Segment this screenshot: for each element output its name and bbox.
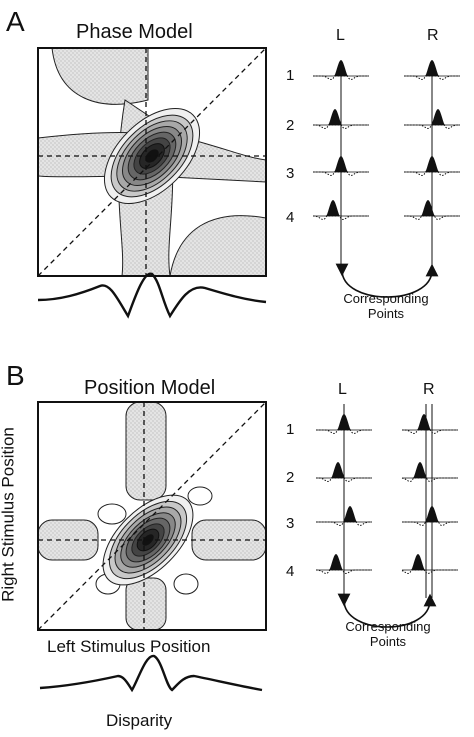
position-row-1-left-positive-lobe (316, 414, 372, 430)
panel-a-row-4: 4 (286, 209, 295, 226)
disparity-label: Disparity (106, 711, 173, 730)
panel-b-col-left: L (338, 381, 347, 398)
phase-row-4-right-positive-lobe (404, 200, 460, 216)
panel-a-row-2: 2 (286, 117, 295, 134)
position-row-2-right-negative-lobe (401, 477, 458, 483)
position-row-1-right-positive-lobe (402, 414, 458, 430)
panel-b-row-3: 3 (286, 515, 295, 532)
panel-a-title: Phase Model (76, 21, 193, 43)
y-axis-label: Right Stimulus Position (0, 427, 18, 602)
panel-a-caption-line1: Corresponding (343, 291, 429, 306)
panel-b-row-1: 1 (286, 421, 295, 438)
phase-row-3-left-positive-lobe (313, 156, 369, 172)
panel-a-row-3: 3 (286, 165, 295, 182)
phase-model-receptive-fields (313, 60, 460, 298)
vertical-band-top (125, 402, 167, 501)
x-axis-label: Left Stimulus Position (47, 637, 211, 656)
panel-b-row-4: 4 (286, 563, 295, 580)
position-model-receptive-fields (316, 404, 458, 628)
position-model-energy-map (37, 401, 267, 631)
position-row-1-right-negative-lobe (402, 429, 458, 435)
position-row-3-right-positive-lobe (402, 506, 458, 522)
white-hole-4 (173, 573, 199, 595)
panel-b-caption-line1: Corresponding (345, 619, 431, 634)
position-row-2-right-positive-lobe (402, 462, 458, 478)
phase-model-profile (37, 272, 267, 319)
panel-b-col-right: R (423, 381, 435, 398)
vertical-band-bottom (125, 577, 167, 630)
panel-a-col-right: R (427, 27, 439, 44)
panel-a-col-left: L (336, 27, 345, 44)
phase-model-energy-map (37, 47, 267, 277)
panel-b-row-2: 2 (286, 469, 295, 486)
upper-left-lobe (51, 48, 149, 105)
panel-a-letter: A (6, 6, 25, 37)
position-model-profile (39, 654, 263, 693)
phase-row-1-right-positive-lobe (404, 60, 460, 76)
white-hole-1 (97, 503, 127, 525)
panel-a-row-1: 1 (286, 67, 295, 84)
panel-b-caption-line2: Points (369, 634, 407, 649)
phase-row-1-left-positive-lobe (313, 60, 369, 76)
panel-b-title: Position Model (84, 377, 216, 399)
white-hole-2 (187, 486, 213, 506)
panel-b-letter: B (6, 360, 25, 391)
position-row-4-right-negative-lobe (401, 569, 458, 575)
corresponding-points-arrow (335, 263, 439, 298)
position-row-3-right-negative-lobe (402, 521, 458, 527)
phase-row-3-right-positive-lobe (404, 156, 460, 172)
position-row-4-right-positive-lobe (402, 554, 458, 570)
panel-a-caption-line2: Points (367, 306, 405, 321)
